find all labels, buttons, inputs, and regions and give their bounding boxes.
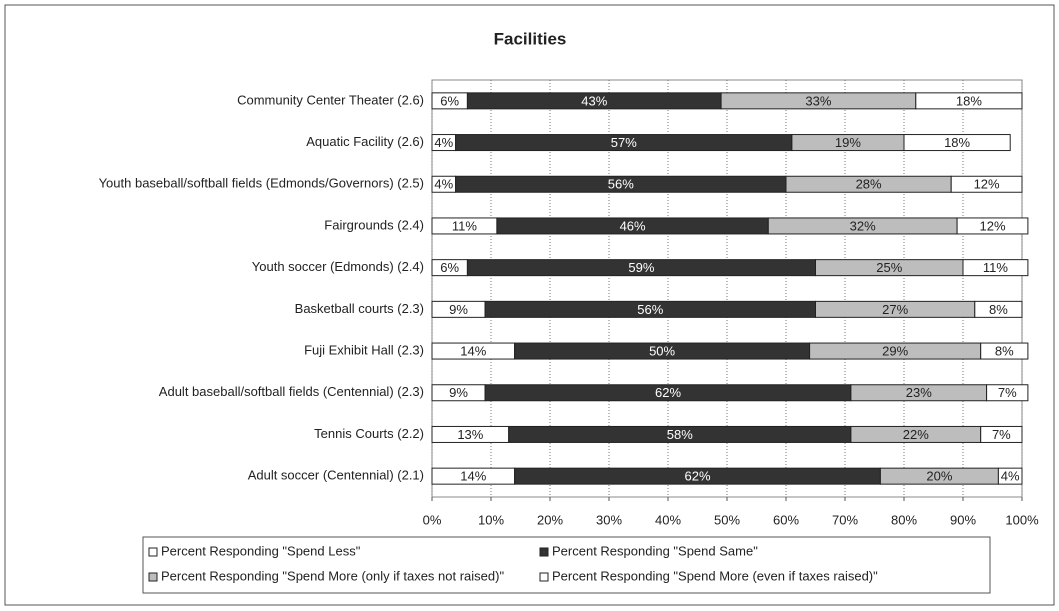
- value-label: 6%: [440, 260, 459, 275]
- value-label: 43%: [581, 93, 607, 108]
- x-tick-label: 90%: [950, 512, 976, 527]
- x-tick-label: 70%: [832, 512, 858, 527]
- x-tick-label: 10%: [478, 512, 504, 527]
- value-label: 11%: [983, 260, 1008, 275]
- value-label: 18%: [944, 135, 970, 150]
- chart-title: Facilities: [494, 29, 567, 48]
- bar-segment: [974, 300, 1023, 318]
- value-label: 58%: [667, 427, 693, 442]
- value-label: 25%: [876, 260, 902, 275]
- value-label: 32%: [850, 218, 876, 233]
- value-label: 13%: [457, 427, 483, 442]
- x-tick-label: 80%: [891, 512, 917, 527]
- value-label: 56%: [608, 177, 634, 192]
- value-label: 4%: [1001, 469, 1020, 484]
- bar-segment: [956, 217, 1029, 235]
- value-label: 20%: [926, 469, 952, 484]
- value-label: 9%: [449, 302, 468, 317]
- value-label: 33%: [805, 93, 831, 108]
- value-label: 46%: [620, 218, 646, 233]
- value-label: 62%: [655, 385, 681, 400]
- value-label: 12%: [974, 177, 1000, 192]
- value-label: 12%: [979, 218, 1005, 233]
- value-label: 50%: [649, 343, 675, 358]
- value-label: 59%: [628, 260, 654, 275]
- legend-label: Percent Responding "Spend More (only if …: [161, 568, 504, 583]
- value-label: 7%: [998, 385, 1017, 400]
- x-tick-label: 100%: [1005, 512, 1039, 527]
- y-tick-label: Tennis Courts (2.2): [314, 426, 424, 441]
- value-label: 56%: [637, 302, 663, 317]
- value-label: 27%: [882, 302, 908, 317]
- value-label: 9%: [449, 385, 468, 400]
- y-tick-label: Aquatic Facility (2.6): [306, 134, 424, 149]
- value-label: 4%: [434, 135, 453, 150]
- bar-segment: [986, 384, 1029, 402]
- y-tick-label: Basketball courts (2.3): [295, 301, 424, 316]
- x-tick-label: 60%: [773, 512, 799, 527]
- legend-swatch: [539, 547, 549, 557]
- value-label: 14%: [460, 469, 486, 484]
- value-label: 23%: [906, 385, 932, 400]
- legend-label: Percent Responding "Spend Less": [161, 543, 361, 558]
- value-label: 28%: [856, 177, 882, 192]
- bar-segment: [997, 467, 1023, 485]
- value-label: 57%: [611, 135, 637, 150]
- legend-label: Percent Responding "Spend More (even if …: [552, 568, 878, 583]
- bar-segment: [980, 425, 1023, 443]
- y-tick-label: Community Center Theater (2.6): [237, 92, 424, 107]
- x-tick-label: 30%: [596, 512, 622, 527]
- value-label: 14%: [460, 343, 486, 358]
- y-tick-label: Fuji Exhibit Hall (2.3): [304, 342, 424, 357]
- value-label: 8%: [995, 343, 1014, 358]
- legend-label: Percent Responding "Spend Same": [552, 543, 758, 558]
- value-label: 18%: [956, 93, 982, 108]
- value-label: 4%: [434, 177, 453, 192]
- bar-segment: [950, 175, 1023, 193]
- bar-segment: [903, 134, 1011, 152]
- value-label: 11%: [452, 218, 477, 233]
- y-tick-label: Youth baseball/softball fields (Edmonds/…: [99, 176, 424, 191]
- x-tick-label: 50%: [714, 512, 740, 527]
- y-tick-label: Adult baseball/softball fields (Centenni…: [159, 384, 424, 399]
- x-tick-label: 20%: [537, 512, 563, 527]
- legend-box: [142, 536, 991, 594]
- value-label: 62%: [684, 469, 710, 484]
- y-tick-label: Fairgrounds (2.4): [324, 217, 424, 232]
- y-tick-label: Adult soccer (Centennial) (2.1): [248, 468, 424, 483]
- bar-segment: [915, 92, 1023, 110]
- bar-segment: [962, 259, 1029, 277]
- legend-swatch: [148, 572, 158, 582]
- value-label: 7%: [992, 427, 1011, 442]
- value-label: 29%: [882, 343, 908, 358]
- x-tick-label: 0%: [423, 512, 442, 527]
- y-tick-label: Youth soccer (Edmonds) (2.4): [252, 259, 424, 274]
- value-label: 19%: [835, 135, 861, 150]
- value-label: 8%: [989, 302, 1008, 317]
- bar-segment: [980, 342, 1029, 360]
- value-label: 22%: [903, 427, 929, 442]
- legend-swatch: [148, 547, 158, 557]
- value-label: 6%: [440, 93, 459, 108]
- legend-swatch: [539, 572, 549, 582]
- x-tick-label: 40%: [655, 512, 681, 527]
